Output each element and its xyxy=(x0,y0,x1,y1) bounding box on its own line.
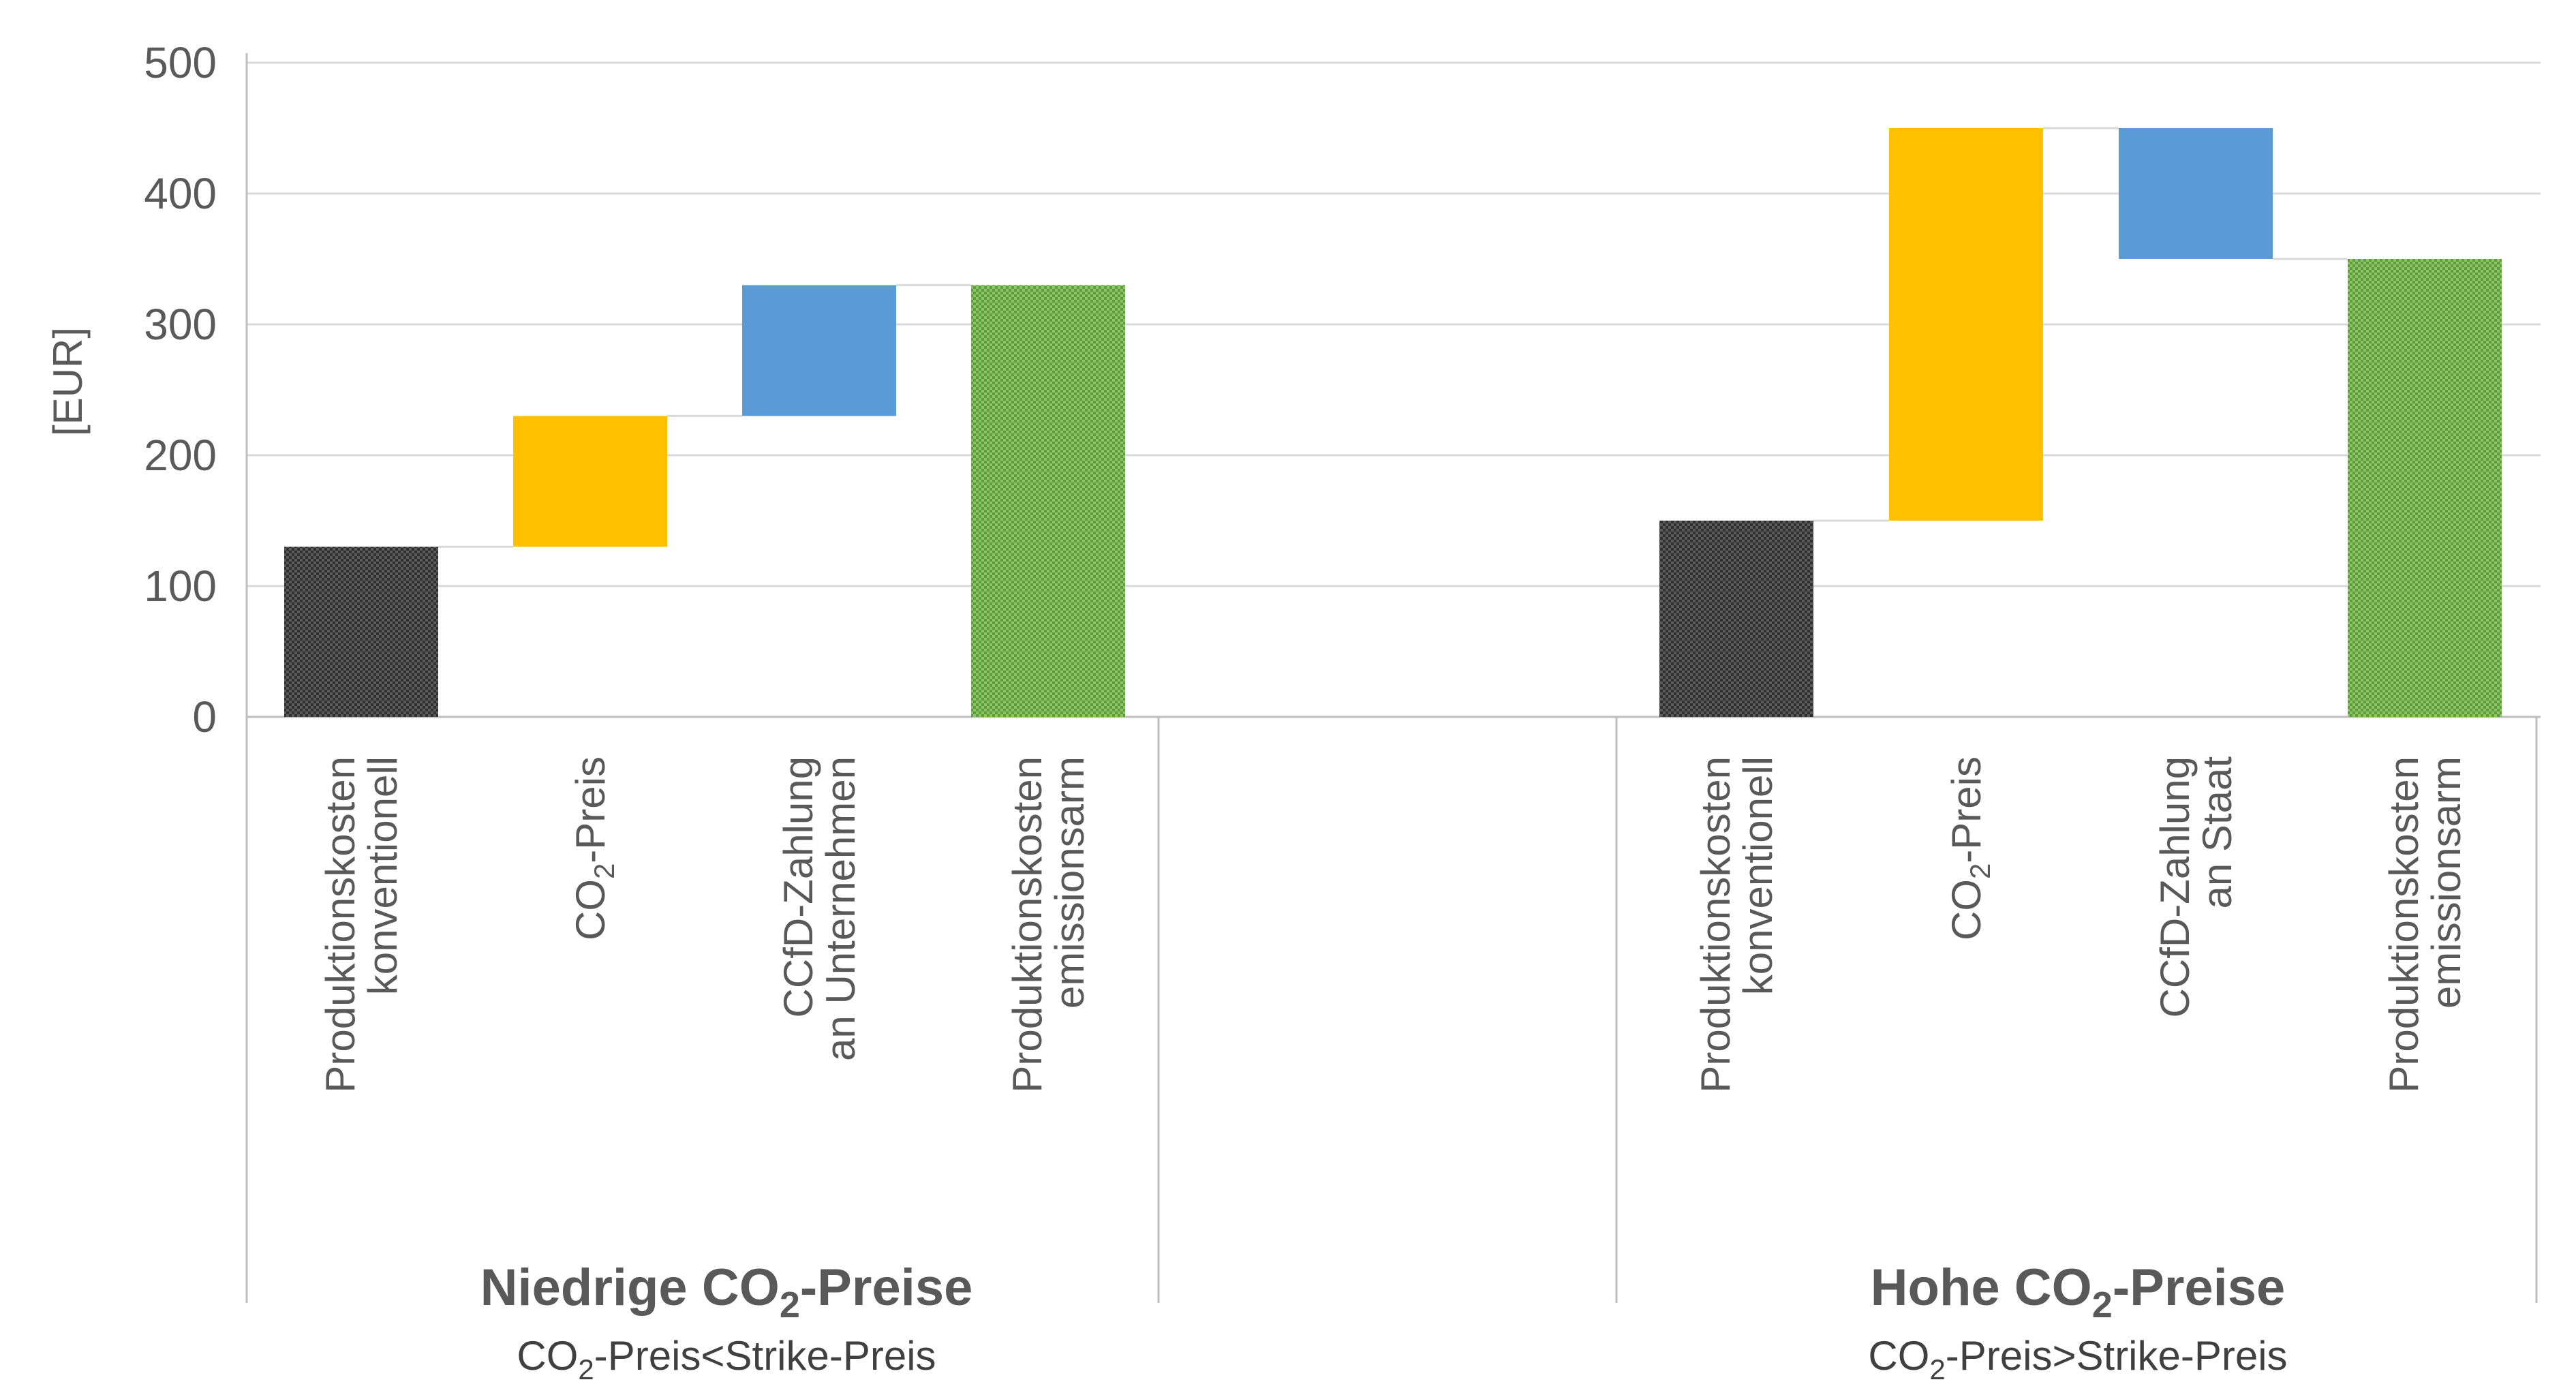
category-labels: Produktionskostenkonventionell CO2​-Preis… xyxy=(318,756,2469,1093)
group-title: Hohe CO2​-Preise xyxy=(1871,1259,2286,1325)
y-tick-label: 400 xyxy=(144,169,217,218)
category-label: CCfD-Zahlungan Staat xyxy=(2152,756,2240,1018)
y-tick-label: 200 xyxy=(144,431,217,480)
category-label: CCfD-Zahlungan Unternehmen xyxy=(776,756,863,1061)
category-label: CO2​-Preis xyxy=(568,756,620,940)
bar-ccfd xyxy=(742,285,896,416)
group-labels: Niedrige CO2​-Preise CO2​-Preis<Strike-Pr… xyxy=(480,1259,2288,1385)
category-label: CO2​-Preis xyxy=(1944,756,1996,940)
bar-increase xyxy=(1889,128,2043,521)
category-label: Produktionskostenemissionsarm xyxy=(1005,756,1092,1093)
bars xyxy=(284,128,2502,717)
group-title: Niedrige CO2​-Preise xyxy=(480,1259,973,1325)
connectors xyxy=(438,127,2348,548)
y-tick-labels: 0 100 200 300 400 500 xyxy=(144,38,217,741)
bar-base xyxy=(284,547,438,717)
group-subtitle: CO2​-Preis<Strike-Preis xyxy=(517,1333,936,1385)
bar-base xyxy=(1659,521,1813,717)
bar-ccfd xyxy=(2119,128,2273,259)
y-axis-label: [EUR] xyxy=(45,327,91,436)
y-tick-label: 500 xyxy=(144,38,217,87)
category-label: Produktionskostenkonventionell xyxy=(1693,756,1781,1093)
bar-increase xyxy=(513,416,667,547)
y-tick-label: 300 xyxy=(144,300,217,349)
group-subtitle: CO2​-Preis>Strike-Preis xyxy=(1868,1333,2287,1385)
axis-frame xyxy=(245,53,2541,1303)
y-tick-label: 0 xyxy=(192,692,217,741)
category-label: Produktionskostenkonventionell xyxy=(318,756,405,1093)
y-tick-label: 100 xyxy=(144,562,217,611)
bar-total xyxy=(2348,259,2502,717)
category-label: Produktionskostenemissionsarm xyxy=(2381,756,2469,1093)
bar-total xyxy=(971,285,1125,717)
